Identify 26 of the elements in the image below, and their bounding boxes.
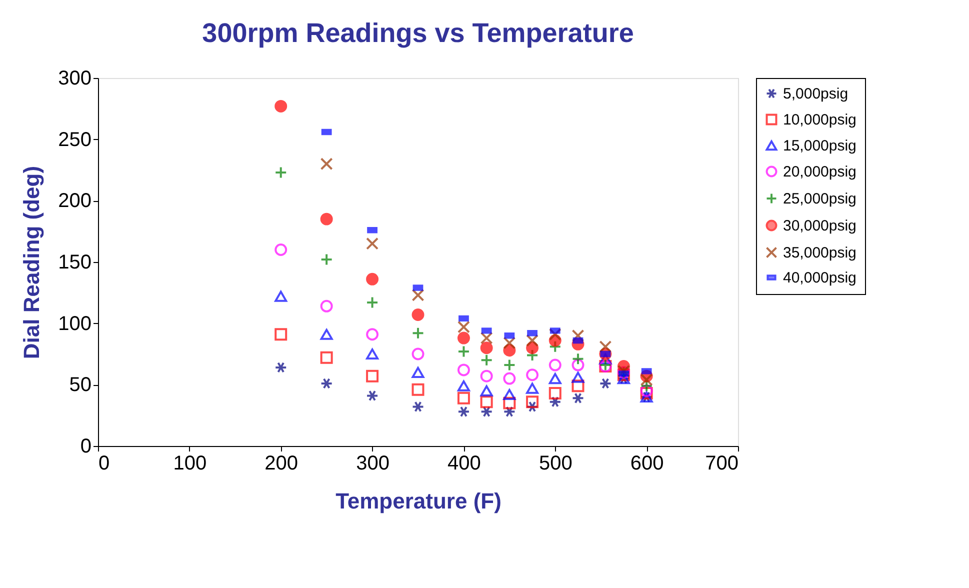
x-tick-label: 600 [630, 452, 664, 474]
legend-label: 10,000psig [783, 112, 856, 128]
legend-label: 15,000psig [783, 138, 856, 154]
y-tick-label: 250 [58, 128, 92, 151]
y-axis-title: Dial Reading (deg) [19, 166, 44, 360]
y-tick-label: 300 [58, 68, 92, 90]
x-tick-label: 500 [538, 452, 572, 474]
x-tick-label: 200 [264, 452, 298, 474]
y-tick-label: 150 [58, 252, 92, 274]
x-tick-label: 700 [705, 452, 738, 474]
legend-label: 35,000psig [783, 244, 856, 262]
legend-label: 5,000psig [783, 86, 848, 102]
y-tick-label: 100 [58, 312, 92, 335]
x-axis-title: Temperature (F) [336, 488, 502, 514]
x-tick-label: 100 [173, 452, 207, 474]
y-tick-label: 200 [58, 190, 92, 212]
chart-title: 300rpm Readings vs Temperature [202, 18, 634, 48]
x-tick-label: 0 [98, 452, 110, 474]
y-tick-label: 50 [69, 374, 92, 396]
legend-label: 40,000psig [783, 270, 856, 286]
y-tick-label: 0 [80, 436, 92, 458]
legend-label: 30,000psig [783, 218, 856, 234]
legend-label: 25,000psig [783, 190, 856, 208]
x-tick-label: 400 [448, 452, 481, 474]
legend-label: 20,000psig [783, 164, 856, 180]
x-tick-label: 300 [356, 452, 390, 474]
